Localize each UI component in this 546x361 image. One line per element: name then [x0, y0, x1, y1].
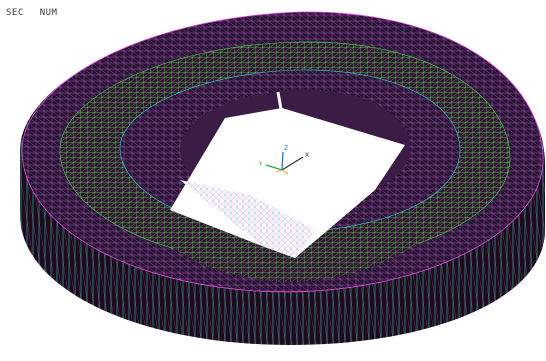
axis-x-label: X: [305, 152, 309, 159]
axis-y-label: Y: [258, 161, 263, 168]
axis-z-label: Z: [284, 145, 288, 152]
lower-stands: [140, 195, 460, 282]
field-plane: [170, 91, 405, 258]
status-readout: SEC NUM: [6, 8, 67, 18]
axis-triad: X Y Z: [258, 145, 309, 175]
status-num: NUM: [39, 8, 58, 18]
status-sec: SEC: [6, 8, 24, 18]
